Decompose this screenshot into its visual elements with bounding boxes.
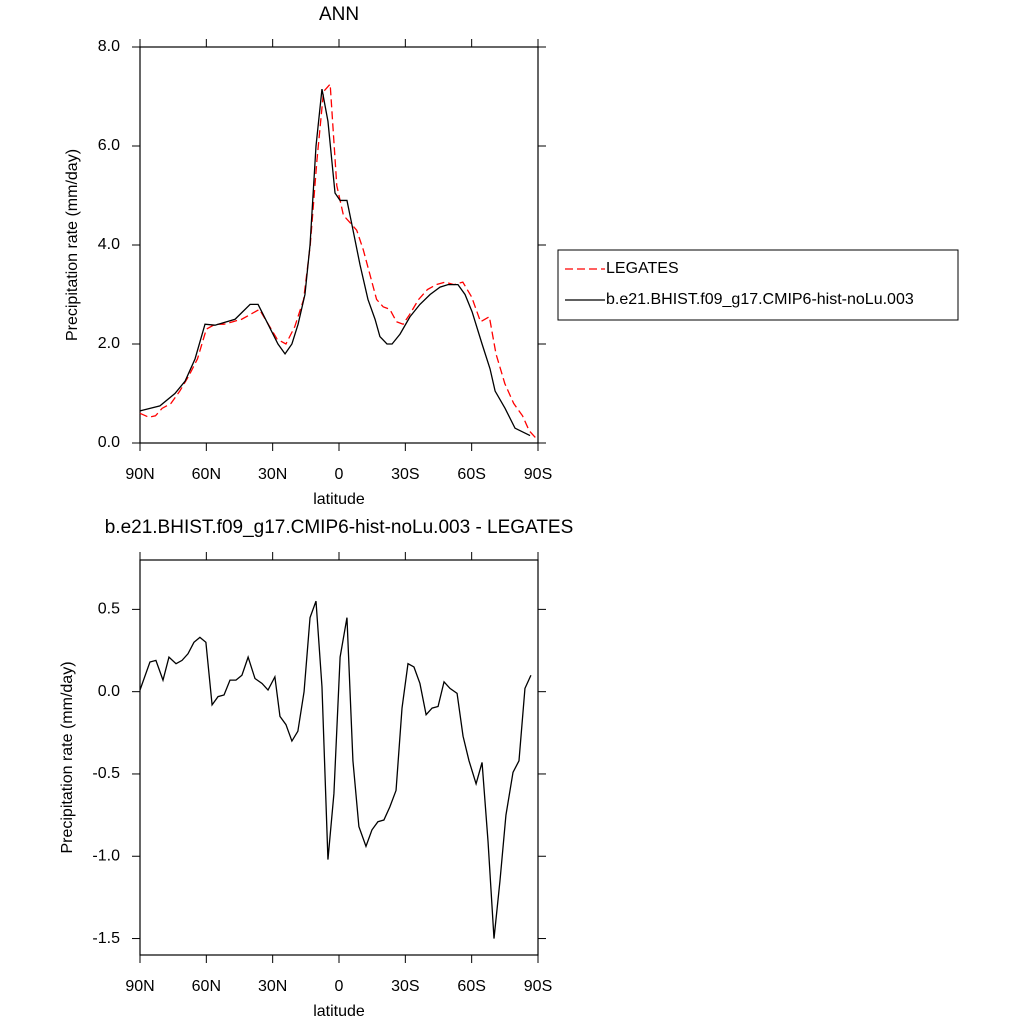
plot-frame	[139, 559, 539, 956]
x-tick-label: 30S	[391, 978, 419, 995]
y-tick-label: 0.5	[98, 601, 120, 618]
legend-label: LEGATES	[606, 260, 679, 277]
y-axis-label: Precipitation rate (mm/day)	[59, 661, 76, 853]
y-tick-label: -1.0	[92, 847, 120, 864]
x-tick-label: 60S	[457, 466, 485, 483]
x-tick-label: 60N	[192, 978, 221, 995]
x-tick-label: 0	[335, 978, 344, 995]
x-axis-label: latitude	[313, 1003, 365, 1020]
y-tick-label: -1.5	[92, 930, 120, 947]
y-tick-label: 4.0	[98, 236, 120, 253]
chart-title: b.e21.BHIST.f09_g17.CMIP6-hist-noLu.003 …	[105, 517, 574, 538]
y-tick-label: 8.0	[98, 38, 120, 55]
x-tick-label: 60N	[192, 466, 221, 483]
y-tick-label: 0.0	[98, 683, 120, 700]
x-tick-label: 90S	[524, 978, 552, 995]
x-tick-label: 0	[335, 466, 344, 483]
series-line	[139, 82, 537, 439]
legend-label: b.e21.BHIST.f09_g17.CMIP6-hist-noLu.003	[606, 291, 914, 308]
y-tick-label: -0.5	[92, 765, 120, 782]
x-axis-label: latitude	[313, 491, 365, 508]
x-tick-label: 90N	[125, 978, 154, 995]
legend-box	[557, 249, 959, 321]
x-tick-label: 30N	[258, 978, 287, 995]
chart-title: ANN	[319, 4, 359, 25]
series-line	[139, 600, 532, 939]
y-axis-label: Precipitation rate (mm/day)	[64, 149, 81, 341]
x-tick-label: 90S	[524, 466, 552, 483]
x-tick-label: 30S	[391, 466, 419, 483]
plot-frame	[139, 46, 539, 444]
x-tick-label: 90N	[125, 466, 154, 483]
y-tick-label: 2.0	[98, 335, 120, 352]
y-tick-label: 6.0	[98, 137, 120, 154]
series-line	[139, 88, 531, 437]
x-tick-label: 30N	[258, 466, 287, 483]
x-tick-label: 60S	[457, 978, 485, 995]
y-tick-label: 0.0	[98, 434, 120, 451]
